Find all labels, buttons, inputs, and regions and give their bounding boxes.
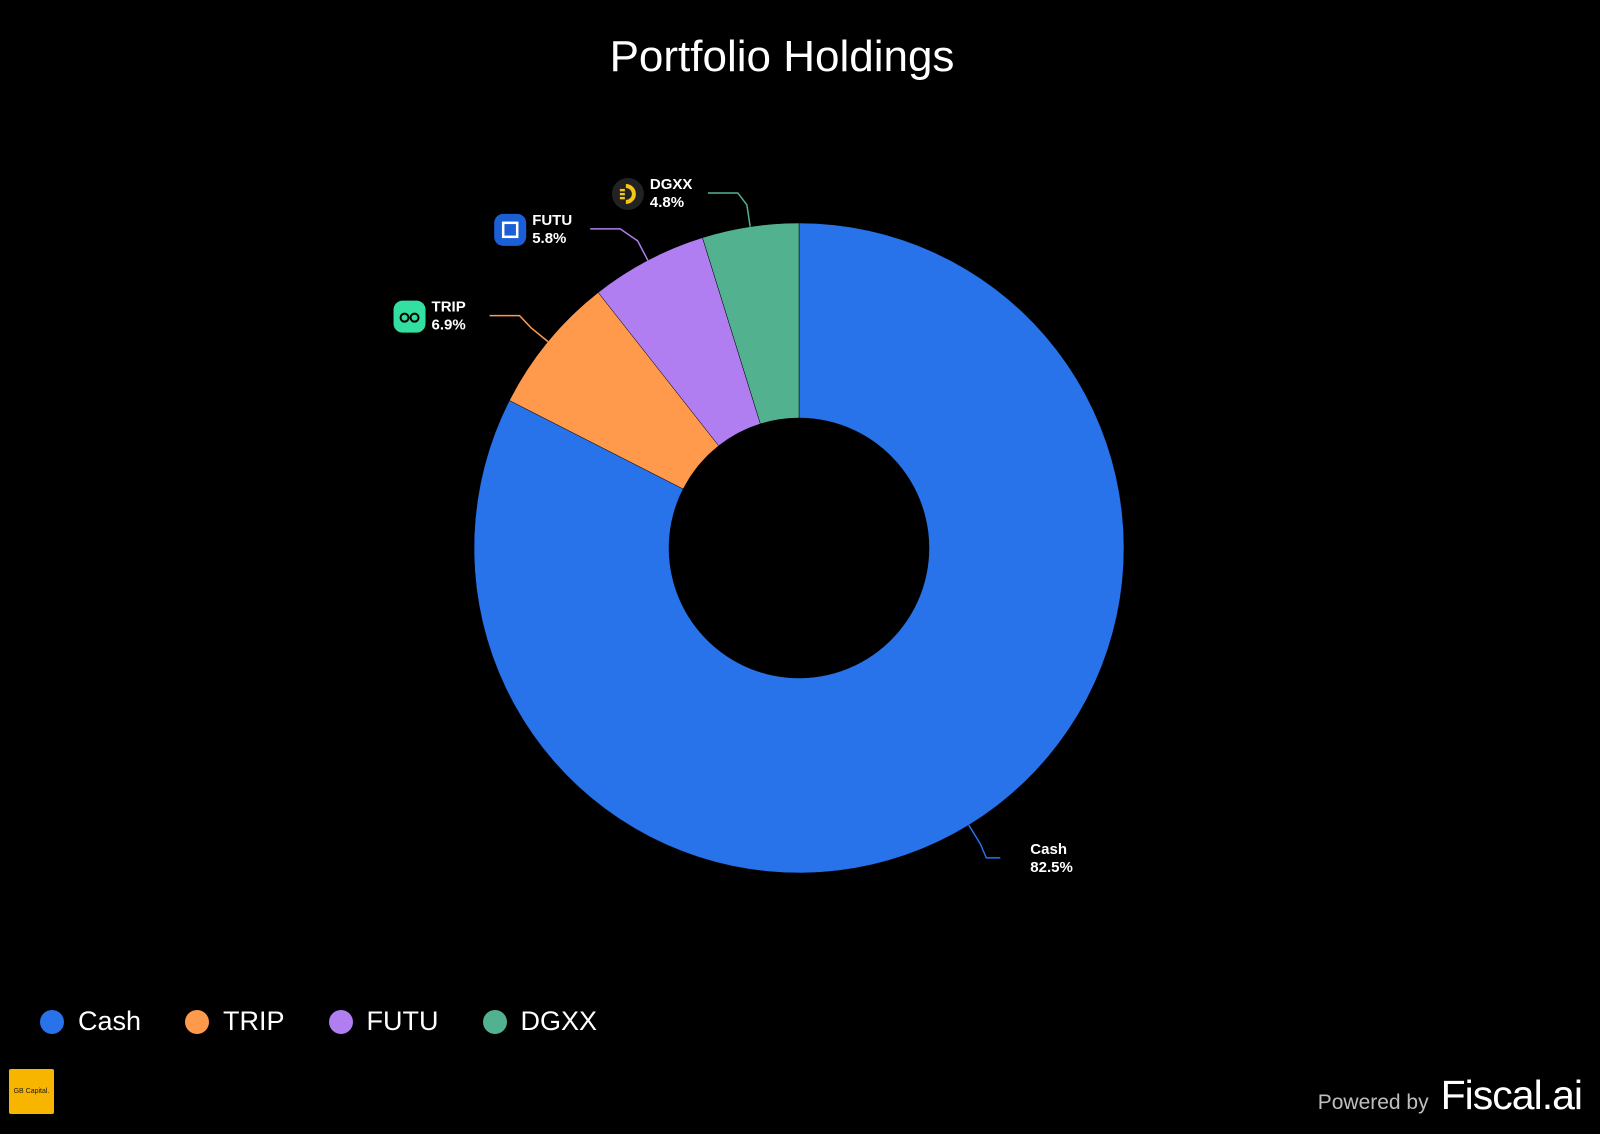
slice-dgxx[interactable] (702, 222, 800, 425)
chart-title: Portfolio Holdings (609, 32, 955, 81)
slices-layer (473, 222, 1125, 874)
slice-label-value-cash: 82.5% (1030, 859, 1073, 876)
powered-by: Powered by Fiscal.ai (1317, 1072, 1583, 1119)
futu-logo-icon (494, 213, 527, 246)
fiscal-ai-logo: Fiscal.ai (1440, 1072, 1583, 1118)
leader-line-trip (489, 314, 549, 343)
legend: Cash TRIP FUTU DGXX (40, 1006, 641, 1037)
slice-label-name-dgxx: DGXX (650, 176, 693, 193)
leader-line-cash (968, 824, 1001, 859)
legend-swatch-futu (328, 1009, 353, 1034)
slice-cash[interactable] (473, 222, 1125, 874)
slice-label-value-trip: 6.9% (432, 317, 466, 334)
gb-capital-logo-text: GB Capital. (13, 1088, 50, 1095)
legend-label-cash: Cash (78, 1006, 142, 1036)
powered-by-label: Powered by (1317, 1091, 1429, 1114)
slice-label-name-trip: TRIP (432, 299, 466, 316)
leader-line-dgxx (707, 192, 751, 227)
legend-item-futu[interactable]: FUTU (328, 1006, 439, 1037)
legend-item-dgxx[interactable]: DGXX (482, 1006, 598, 1037)
legend-label-futu: FUTU (366, 1006, 439, 1036)
tripadvisor-owl-icon (393, 300, 426, 333)
legend-item-cash[interactable]: Cash (40, 1006, 141, 1037)
slice-label-value-futu: 5.8% (532, 230, 566, 247)
slice-label-name-cash: Cash (1030, 841, 1067, 858)
legend-item-trip[interactable]: TRIP (185, 1006, 285, 1037)
legend-swatch-cash (40, 1009, 64, 1034)
slice-label-name-futu: FUTU (532, 212, 572, 229)
legend-label-trip: TRIP (223, 1006, 285, 1036)
slice-label-value-dgxx: 4.8% (650, 194, 684, 211)
legend-swatch-dgxx (482, 1009, 507, 1034)
leader-lines-layer (489, 192, 1001, 859)
leader-line-futu (590, 228, 649, 261)
gb-capital-logo: GB Capital. (9, 1069, 54, 1114)
dgxx-logo-icon (611, 177, 644, 210)
legend-label-dgxx: DGXX (520, 1006, 598, 1036)
legend-swatch-trip (185, 1009, 210, 1034)
